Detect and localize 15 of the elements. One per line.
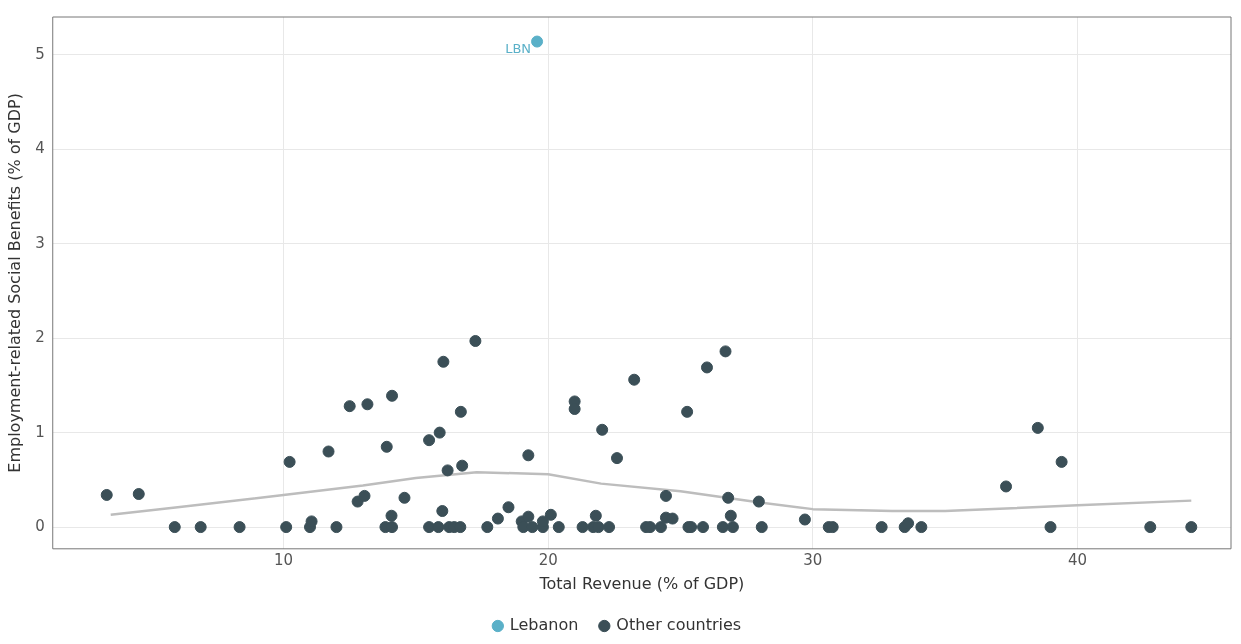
x-tick-label: 30 [803, 550, 823, 569]
y-tick-label: 4 [35, 139, 45, 158]
y-tick-label: 2 [35, 328, 45, 347]
y-tick-label: 3 [35, 233, 45, 252]
y-tick-label: 0 [35, 516, 45, 535]
y-tick-label: 1 [35, 422, 45, 441]
y-tick-label: 5 [35, 44, 45, 63]
annotation: LBN [505, 41, 532, 57]
legend-label: Lebanon [509, 615, 579, 635]
x-axis-title: Total Revenue (% of GDP) [538, 573, 745, 593]
y-axis-title: Employment-related Social Benefits (% of GDP) [4, 93, 24, 473]
x-tick-label: 20 [538, 550, 558, 569]
legend-label: Other countries [616, 615, 742, 635]
x-tick-label: 40 [1067, 550, 1088, 569]
x-tick-label: 10 [273, 550, 294, 569]
